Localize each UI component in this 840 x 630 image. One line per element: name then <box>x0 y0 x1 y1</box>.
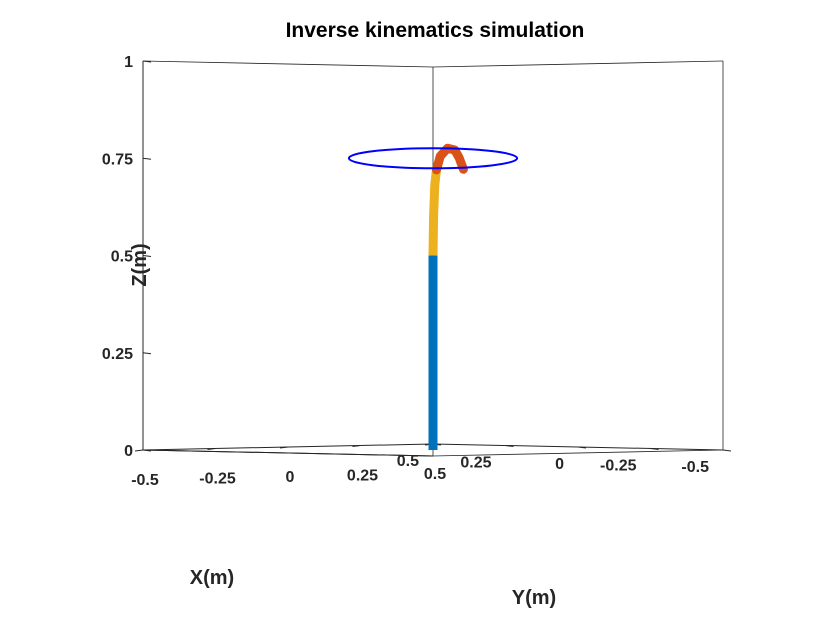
data-series <box>347 143 519 450</box>
z-tick <box>142 157 152 160</box>
box-edge <box>142 60 434 68</box>
y-tick-label: 0.25 <box>347 468 378 485</box>
y-tick-label: -0.5 <box>131 472 159 489</box>
series-circle <box>347 147 519 170</box>
z-tick-label: 0 <box>124 443 133 460</box>
x-tick <box>722 449 732 452</box>
z-tick <box>142 449 152 452</box>
z-tick-label: 0.5 <box>111 249 133 266</box>
x-axis-label: X(m) <box>190 567 234 589</box>
y-tick <box>207 448 216 450</box>
y-tick <box>279 446 289 449</box>
z-tick <box>142 352 152 355</box>
z-tick <box>142 60 152 63</box>
z-tick <box>142 255 152 257</box>
x-tick-label: -0.25 <box>600 458 637 475</box>
axis-ticks: -0.5 -0.25 0 0.25 0.5 -0.5 -0.25 0 0.25 0.5 0 0.25 0… <box>102 54 732 489</box>
series-line-2 <box>431 143 468 175</box>
x-tick-label: 0.25 <box>460 455 491 472</box>
box-edge <box>432 60 724 68</box>
z-tick-label: 0.25 <box>102 346 133 363</box>
x-tick <box>650 448 659 450</box>
x-tick-label: 0.5 <box>397 453 419 470</box>
box-edge <box>432 449 724 457</box>
x-tick-label: 0 <box>555 456 564 473</box>
x-tick <box>577 446 587 449</box>
y-axis-label: Y(m) <box>512 587 556 609</box>
y-tick <box>134 449 144 452</box>
series-line-1 <box>428 169 441 256</box>
x-tick <box>505 445 514 447</box>
z-tick-label: 1 <box>124 54 133 71</box>
z-tick-label: 0.75 <box>102 151 133 168</box>
y-tick-label: 0 <box>286 469 295 486</box>
y-tick-label: -0.25 <box>199 471 236 488</box>
y-tick <box>352 445 361 447</box>
x-axis-line <box>142 449 434 457</box>
x-tick-label: -0.5 <box>681 459 709 476</box>
z-axis-label: Z(m) <box>129 243 151 286</box>
chart-title: Inverse kinematics simulation <box>286 19 585 42</box>
y-tick-label: 0.5 <box>424 466 446 483</box>
